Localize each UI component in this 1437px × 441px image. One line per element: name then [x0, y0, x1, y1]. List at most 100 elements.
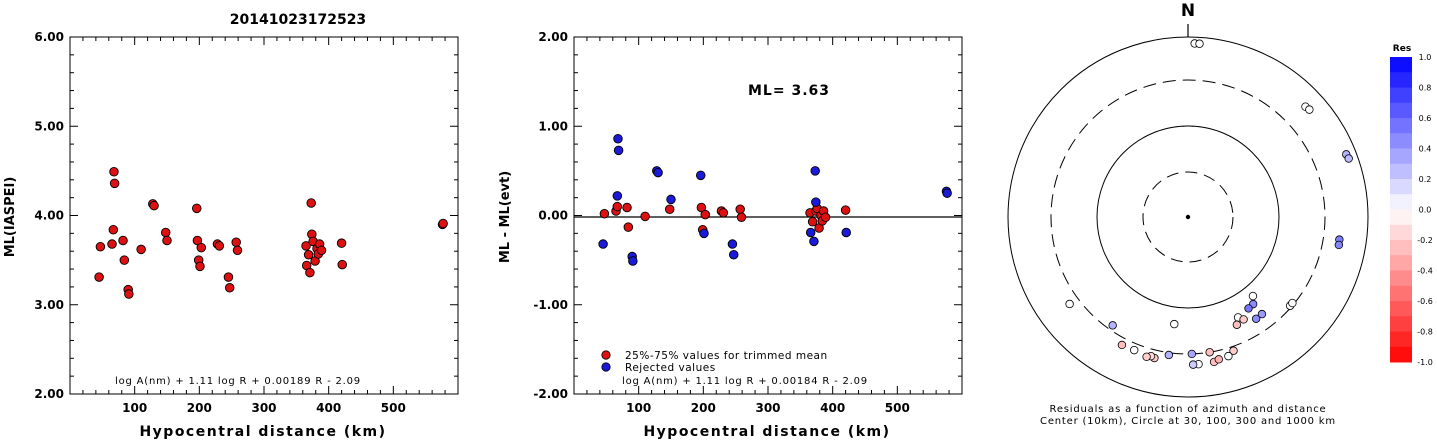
polar-caption-line-1: Residuals as a function of azimuth and d… — [1050, 404, 1327, 415]
station-marker — [1239, 315, 1248, 324]
y-axis-ticks: 2.00 3.00 4.00 5.00 6.00 — [34, 30, 458, 401]
circle-100km — [1096, 125, 1280, 309]
y-tick-label: -2.00 — [533, 387, 568, 401]
station-marker — [1248, 291, 1258, 301]
station-marker — [1214, 355, 1223, 364]
red-data-point — [664, 204, 675, 215]
colorbar-swatch — [1390, 209, 1412, 226]
x-tick-label: 400 — [820, 401, 845, 415]
residual-colorbar: Res 1.0 0.8 0.6 0.4 0.2 0.0 -0.2 -0.4 -0.6 -0.8 -1… — [1390, 44, 1433, 367]
y-tick-label: 2.00 — [34, 387, 64, 401]
station-marker — [1065, 299, 1074, 309]
page-title: 20141023172523 — [230, 12, 366, 28]
y-tick-label: 0.00 — [538, 209, 568, 223]
station-marker — [1170, 319, 1179, 329]
red-data-point — [124, 289, 134, 299]
red-data-point — [305, 267, 315, 278]
red-data-point — [108, 225, 119, 235]
red-data-point — [303, 250, 314, 260]
colorbar-tick-label: -1.0 — [1417, 358, 1433, 367]
x-tick-label: 100 — [626, 401, 651, 415]
y-axis-ticks: -2.00 -1.00 0.00 1.00 2.00 — [533, 30, 962, 401]
red-data-point — [807, 216, 818, 227]
legend-label-trimmed-mean: 25%-75% values for trimmed mean — [625, 350, 828, 362]
red-data-point — [623, 222, 634, 232]
colorbar-swatch — [1390, 163, 1412, 180]
magnitude-formula: log A(nm) + 1.11 log R + 0.00189 R - 2.0… — [115, 376, 361, 387]
red-data-point — [118, 235, 128, 246]
colorbar-swatch — [1390, 72, 1412, 88]
blue-data-point — [942, 188, 952, 198]
colorbar-tick-label: 0.4 — [1419, 145, 1432, 154]
colorbar-tick-label: 0.8 — [1419, 84, 1432, 93]
red-data-point — [640, 211, 650, 222]
polar-caption-line-2: Center (10km), Circle at 30, 100, 300 an… — [1040, 416, 1336, 427]
red-data-point — [224, 283, 235, 293]
legend-marker-blue — [601, 362, 611, 372]
y-axis-label: ML(IASPEI) — [3, 177, 18, 258]
x-tick-label: 400 — [316, 401, 341, 415]
y-axis-label: ML - ML(evt) — [498, 171, 513, 263]
red-data-point — [232, 245, 243, 256]
y-tick-label: 6.00 — [34, 30, 64, 44]
red-data-point — [736, 212, 747, 223]
colorbar-swatch — [1390, 331, 1412, 348]
x-axis-ticks: 100 200 300 400 500 — [586, 37, 950, 415]
colorbar-tick-label: -0.6 — [1417, 297, 1433, 306]
colorbar-tick-label: -0.4 — [1417, 267, 1433, 276]
red-data-point — [612, 201, 623, 212]
blue-data-point — [809, 236, 819, 247]
y-tick-label: 1.00 — [538, 119, 568, 133]
red-data-point — [214, 241, 225, 251]
plot-frame — [69, 36, 459, 395]
blue-data-point — [805, 227, 816, 238]
colorbar-swatch — [1390, 148, 1412, 165]
red-data-point — [195, 261, 205, 272]
red-data-point — [438, 218, 448, 229]
legend-marker-red — [601, 350, 611, 360]
station-marker — [1232, 320, 1242, 329]
chart-ml-residual: -2.00 -1.00 0.00 1.00 2.00 100 200 300 400 500 M… — [498, 30, 963, 440]
colorbar-tick-label: -0.8 — [1417, 328, 1433, 337]
blue-data-point — [695, 170, 706, 181]
colorbar-swatch — [1390, 179, 1412, 195]
blue-data-point — [612, 191, 623, 201]
y-tick-label: 2.00 — [538, 30, 568, 44]
y-tick-label: -1.00 — [533, 298, 568, 312]
station-marker — [1334, 240, 1344, 250]
blue-data-point — [628, 256, 638, 266]
colorbar-title: Res — [1393, 44, 1411, 54]
colorbar-tick-label: 1.0 — [1419, 53, 1432, 62]
y-tick-label: 5.00 — [34, 119, 64, 133]
red-data-point — [223, 272, 234, 282]
station-marker — [1117, 340, 1127, 350]
red-data-point — [192, 235, 203, 246]
station-marker — [1142, 352, 1151, 362]
colorbar-swatch — [1390, 133, 1412, 149]
data-points — [598, 133, 952, 266]
red-data-point — [696, 202, 707, 213]
red-data-point — [316, 245, 327, 256]
x-tick-label: 500 — [885, 401, 910, 415]
red-data-point — [109, 178, 120, 189]
red-data-point — [840, 205, 851, 215]
red-data-point — [160, 227, 171, 238]
red-data-point — [191, 203, 202, 214]
red-data-point — [136, 244, 146, 255]
data-points — [94, 167, 448, 299]
x-axis-label: Hypocentral distance (km) — [643, 424, 890, 440]
circle-300km — [1050, 79, 1326, 355]
station-marker — [1344, 154, 1353, 163]
chart-ml-iaspei: 2.00 3.00 4.00 5.00 6.00 100 200 300 400 500 ML(… — [3, 30, 459, 440]
colorbar-swatch — [1390, 316, 1412, 332]
colorbar-swatch — [1390, 102, 1412, 119]
colorbar-tick-labels: 1.0 0.8 0.6 0.4 0.2 0.0 -0.2 -0.4 -0.6 -0.8 -1.0 — [1417, 53, 1433, 367]
station-marker — [1224, 351, 1233, 361]
red-data-point — [109, 167, 119, 177]
blue-data-point — [811, 197, 821, 207]
red-data-point — [718, 208, 729, 218]
colorbar-swatch — [1390, 118, 1412, 134]
red-data-point — [94, 272, 104, 282]
blue-data-point — [653, 167, 663, 178]
station-marker — [1188, 360, 1198, 369]
